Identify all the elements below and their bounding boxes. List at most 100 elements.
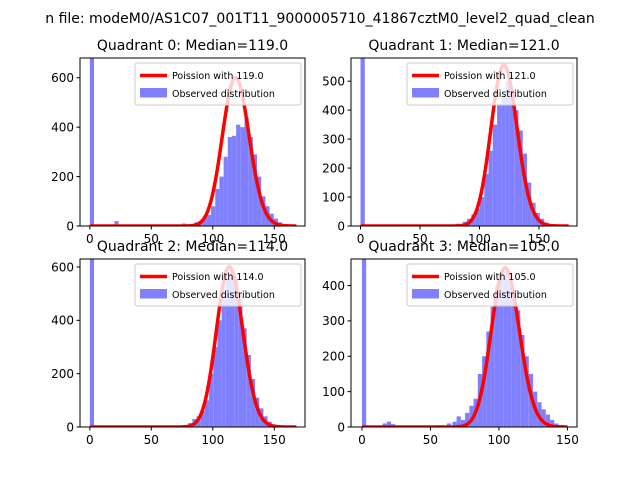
histogram-bar — [469, 405, 474, 427]
legend-box — [134, 263, 302, 307]
histogram-bar — [386, 421, 391, 427]
histogram-bar — [89, 259, 95, 427]
histogram-bar — [516, 310, 521, 427]
histogram-bar — [484, 173, 489, 226]
axes-frame — [79, 57, 306, 227]
subplot-title: Quadrant 3: Median=105.0 — [368, 239, 559, 255]
y-tick-label: 600 — [51, 71, 74, 85]
y-tick-label: 0 — [337, 219, 345, 233]
histogram-bar — [227, 137, 232, 226]
histogram-bar — [213, 347, 218, 427]
y-tick-label: 0 — [66, 420, 74, 434]
poisson-line — [88, 75, 298, 226]
y-tick-label: 300 — [322, 314, 345, 328]
histogram-bar — [509, 89, 515, 226]
plot-area — [88, 259, 298, 427]
poisson-line — [360, 265, 569, 427]
histogram-bar — [505, 81, 510, 226]
histogram-bar — [488, 150, 493, 226]
histogram-bar — [257, 176, 262, 226]
subplot-title: Quadrant 1: Median=121.0 — [368, 38, 559, 54]
x-tick-label: 0 — [358, 433, 366, 447]
subplot-quadrant-2: 0 50 100 150 0 200 400 600 Quadrant 2: Median=11… — [51, 239, 306, 447]
legend-label-observed: Observed distribution — [444, 290, 547, 301]
axes-frame — [79, 258, 306, 428]
histogram-bar — [211, 206, 216, 226]
y-tick-label: 0 — [66, 219, 74, 233]
histogram-bar — [465, 412, 470, 427]
y-tick-label: 200 — [322, 350, 345, 364]
histogram-bar — [545, 414, 551, 427]
x-tick-label: 100 — [487, 433, 510, 447]
legend-label-poisson: Poission with 114.0 — [172, 272, 264, 283]
histogram-bar — [209, 373, 214, 427]
legend-label-poisson: Poission with 119.0 — [172, 71, 264, 82]
histogram-bar — [204, 400, 210, 427]
histogram-bar — [514, 110, 519, 226]
legend-bar-swatch — [412, 88, 439, 98]
histogram-bar — [238, 293, 243, 427]
legend-label-observed: Observed distribution — [172, 290, 275, 301]
y-tick-label: 0 — [337, 420, 345, 434]
histogram-bar — [503, 271, 508, 427]
legend-label-poisson: Poission with 121.0 — [444, 71, 536, 82]
y-tick-label: 600 — [51, 260, 74, 274]
histogram-bar — [507, 278, 512, 427]
x-tick-label: 0 — [86, 232, 94, 246]
histogram-bar — [250, 379, 256, 427]
legend: Poission with 121.0 Observed distribution — [406, 62, 574, 106]
histogram-bar — [382, 423, 387, 427]
histogram-bar — [225, 277, 230, 427]
legend-label-observed: Observed distribution — [444, 89, 547, 100]
legend-label-observed: Observed distribution — [172, 89, 275, 100]
histogram-bar — [234, 277, 239, 427]
histogram-bar — [217, 320, 222, 427]
histogram-bar — [475, 208, 480, 226]
plot-area — [360, 259, 569, 427]
y-tick-label: 100 — [322, 385, 345, 399]
legend: Poission with 105.0 Observed distribution — [406, 263, 574, 307]
subplot-grid: 0 50 100 150 0 200 400 600 Quadrant 0: Median=11… — [51, 38, 579, 447]
x-tick-label: 150 — [263, 232, 286, 246]
histogram-bar — [219, 176, 224, 226]
x-tick-label: 150 — [527, 232, 550, 246]
histogram-bar — [231, 135, 237, 226]
histogram-bar — [511, 292, 517, 427]
histogram-bar — [494, 285, 500, 427]
x-tick-label: 100 — [201, 232, 224, 246]
histogram-bar — [486, 331, 491, 427]
histogram-bar — [246, 355, 251, 427]
histogram-bar — [522, 153, 528, 226]
poisson-line — [359, 63, 570, 226]
subplot-quadrant-1: 0 50 100 150 0 100 200 300 400 500 Quadrant 1: Med… — [322, 38, 578, 246]
figure-suptitle: n file: modeM0/AS1C07_001T11_9000005710_… — [45, 11, 594, 27]
x-tick-label: 50 — [423, 433, 438, 447]
histogram-bar — [221, 293, 226, 427]
histogram-bar — [223, 156, 228, 226]
y-tick-label: 400 — [322, 279, 345, 293]
x-tick-label: 100 — [201, 433, 224, 447]
x-tick-label: 50 — [144, 232, 159, 246]
legend-label-poisson: Poission with 105.0 — [444, 272, 536, 283]
histogram-bar — [89, 58, 95, 226]
histogram-bar — [482, 356, 487, 427]
histogram-bar — [497, 104, 502, 226]
histogram-bar — [452, 421, 457, 427]
y-tick-label: 100 — [322, 190, 345, 204]
x-tick-label: 150 — [263, 433, 286, 447]
histogram-bar — [456, 416, 461, 427]
histogram-bar — [215, 188, 220, 226]
histogram-bar — [252, 154, 258, 226]
histogram-bar — [202, 217, 207, 226]
histogram-bar — [248, 137, 253, 226]
legend: Poission with 114.0 Observed distribution — [134, 263, 302, 307]
histogram-bar — [230, 269, 235, 427]
histogram-bar — [360, 58, 365, 226]
legend-bar-swatch — [412, 289, 439, 299]
histogram-bar — [236, 124, 241, 226]
plot-area — [88, 58, 298, 226]
y-tick-label: 400 — [51, 314, 74, 328]
y-tick-label: 200 — [51, 170, 74, 184]
histogram-bar — [479, 197, 485, 226]
